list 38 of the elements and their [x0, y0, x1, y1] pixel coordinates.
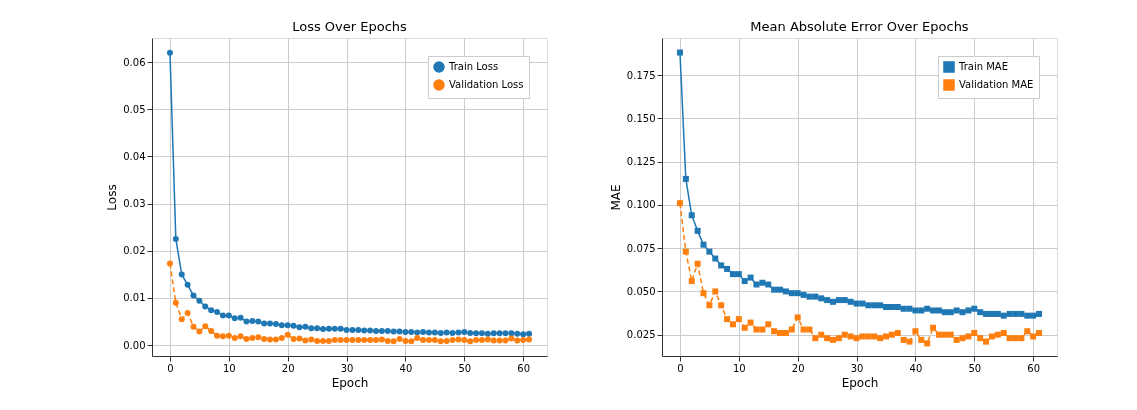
x-tick-label: 60 [517, 362, 531, 374]
x-tick-label: 30 [340, 362, 354, 374]
x-tick-label: 50 [968, 362, 982, 374]
x-tick-label: 20 [791, 362, 805, 374]
y-axis-title: Loss [105, 184, 120, 211]
legend-label: Validation Loss [449, 79, 524, 90]
y-tick-label: 0.06 [123, 56, 146, 68]
x-tick-label: 20 [281, 362, 295, 374]
y-tick-label: 0.02 [123, 245, 146, 257]
x-axis-title: Epoch [841, 375, 879, 390]
x-tick-label: 60 [1027, 362, 1041, 374]
x-tick-label: 10 [732, 362, 746, 374]
x-tick-label: 0 [677, 362, 684, 374]
y-tick-label: 0.00 [123, 339, 146, 351]
x-tick-label: 50 [458, 362, 472, 374]
x-tick-label: 30 [850, 362, 864, 374]
chart-title: Loss Over Epochs [292, 19, 408, 34]
x-tick-label: 10 [222, 362, 236, 374]
y-tick-label: 0.025 [626, 329, 656, 341]
legend-label: Train MAE [958, 61, 1008, 72]
y-tick-label: 0.050 [626, 285, 656, 297]
y-tick-label: 0.05 [123, 103, 146, 115]
y-tick-label: 0.175 [626, 69, 656, 81]
x-tick-label: 40 [909, 362, 923, 374]
y-tick-label: 0.125 [626, 156, 656, 168]
x-tick-label: 40 [399, 362, 413, 374]
y-tick-label: 0.075 [626, 242, 656, 254]
y-tick-label: 0.150 [626, 112, 656, 124]
y-tick-label: 0.01 [123, 292, 146, 304]
x-tick-label: 0 [167, 362, 174, 374]
legend-label: Train Loss [448, 61, 499, 72]
y-tick-label: 0.04 [123, 150, 146, 162]
legend-label: Validation MAE [959, 79, 1034, 90]
y-tick-label: 0.03 [123, 198, 146, 210]
y-axis-title: MAE [608, 184, 623, 211]
chart-title: Mean Absolute Error Over Epochs [750, 19, 969, 34]
y-tick-label: 0.100 [626, 199, 656, 211]
x-axis-title: Epoch [331, 375, 369, 390]
